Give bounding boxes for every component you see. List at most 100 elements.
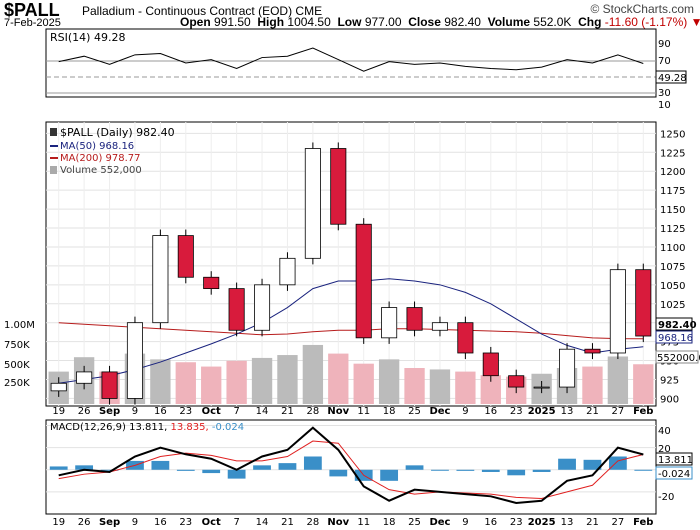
macd-hist-bar	[303, 456, 322, 470]
price-tick-label: 1225	[660, 148, 685, 159]
legend-price-swatch	[50, 128, 57, 136]
close-value: 982.40	[444, 15, 481, 29]
x-tick-label: 11	[357, 406, 370, 417]
legend-volume-swatch	[50, 166, 57, 174]
legend-ma200: MA(200) 978.77	[60, 153, 141, 164]
macd-hist-bar	[278, 463, 297, 470]
candle-body	[508, 375, 525, 388]
x-tick-label: 13	[561, 517, 574, 528]
ohlc-summary: Open 991.50 High 1004.50 Low 977.00 Clos…	[180, 15, 700, 29]
macd-label-signal: 13.835,	[170, 422, 208, 433]
volume-bar	[633, 364, 654, 404]
price-tick-label: 900	[660, 394, 679, 405]
x-tick-label: Nov	[327, 406, 349, 417]
rsi-tick-90: 90	[658, 39, 671, 50]
price-tick-label: 1250	[660, 129, 685, 140]
macd-line	[58, 426, 644, 504]
x-tick-label: Oct	[202, 406, 221, 417]
change-value: -11.60 (-1.17%)	[604, 15, 688, 29]
volume-bar	[277, 355, 298, 404]
macd-label-hist: -0.024	[212, 422, 244, 433]
x-tick-label: 23	[510, 517, 523, 528]
hist-value-tag	[655, 466, 693, 480]
candle-body	[203, 276, 220, 290]
open-label: Open	[180, 15, 211, 29]
x-axis-middle: 19 26 Sep 9 16 23 Oct 7 14 21 28 Nov 11 18 25 Dec 9 16 23 2…	[52, 406, 653, 417]
x-tick-label: 14	[256, 406, 269, 417]
legend-volume: Volume 552,000	[60, 165, 142, 176]
close-tag-text: 982.40	[658, 320, 697, 331]
macd-hist-bar	[532, 469, 551, 472]
macd-tick-neg20: -20	[658, 492, 674, 503]
x-tick-label: 28	[307, 406, 320, 417]
macd-hist-bar	[405, 465, 424, 470]
macd-hist-bar	[583, 459, 602, 470]
rsi-tick-30: 30	[658, 88, 671, 99]
volume-bar	[378, 359, 400, 404]
candle-body	[101, 371, 118, 399]
down-triangle-icon: ▼	[690, 15, 700, 29]
volume-bar	[150, 359, 171, 404]
candle-body	[457, 322, 474, 354]
legend-price: $PALL (Daily) 982.40	[60, 126, 175, 139]
macd-tick-40: 40	[658, 426, 671, 437]
rsi-panel: RSI(14) 49.28 90 70 49.28 30 10	[45, 28, 687, 111]
macd-hist-bar	[227, 469, 246, 479]
x-tick-label: 21	[586, 517, 599, 528]
vol-tick-250k: 250K	[4, 378, 30, 389]
macd-hist-bar	[151, 460, 170, 470]
x-tick-label: 18	[383, 517, 396, 528]
macd-value-tag	[655, 452, 693, 466]
ma50-tag-text: 968.16	[658, 333, 693, 344]
x-tick-label: 23	[179, 517, 192, 528]
high-value: 1004.50	[287, 15, 331, 29]
macd-hist-bar	[456, 469, 475, 471]
volume-bar	[404, 368, 425, 404]
candle-body	[76, 371, 93, 384]
x-tick-label: 18	[383, 406, 396, 417]
candle-body	[152, 235, 169, 324]
x-tick-label: 26	[78, 406, 91, 417]
x-tick-label: 7	[233, 517, 239, 528]
x-tick-label: Dec	[429, 517, 450, 528]
ma200-line	[58, 322, 644, 340]
price-tick-label: 1050	[660, 281, 685, 292]
vol-tick-750k: 750K	[4, 340, 30, 351]
macd-hist-bar	[202, 469, 221, 474]
price-panel: 1250 1225 1200 1175 1150 1125 1100 1075 1050 1025…	[4, 121, 700, 407]
candle-body	[482, 352, 499, 377]
quote-date: 7-Feb-2025	[4, 17, 61, 29]
candle-body	[533, 386, 550, 389]
x-tick-label: 2025	[528, 406, 556, 417]
rsi-tick-10: 10	[658, 100, 671, 111]
volume-bar	[226, 360, 247, 404]
macd-hist-bar	[100, 469, 119, 471]
volume-bar	[251, 357, 273, 404]
x-tick-label: Oct	[202, 517, 221, 528]
ma50-tag	[655, 330, 693, 344]
x-tick-label: 21	[586, 406, 599, 417]
price-tick-label: 925	[660, 375, 679, 386]
volume-value: 552.0K	[533, 15, 572, 29]
candle-body	[635, 269, 652, 337]
macd-hist-bar	[329, 469, 348, 477]
candle-body	[228, 288, 245, 331]
rsi-label: RSI(14) 49.28	[50, 31, 125, 44]
x-tick-label: 21	[281, 406, 294, 417]
x-tick-label: 16	[154, 406, 167, 417]
x-tick-label: Nov	[327, 517, 349, 528]
ma50-line	[58, 278, 644, 384]
candle-body	[431, 322, 448, 331]
x-tick-label: 16	[484, 517, 497, 528]
rsi-tick-70: 70	[658, 56, 671, 67]
volume-label: Volume	[487, 15, 531, 29]
price-tick-label: 1100	[660, 243, 685, 254]
x-tick-label: 9	[132, 517, 138, 528]
price-tick-label: 1125	[660, 224, 685, 235]
x-tick-label: 2025	[528, 517, 556, 528]
volume-bar	[480, 375, 501, 404]
x-tick-label: 19	[52, 406, 65, 417]
macd-hist-bar	[49, 466, 68, 470]
macd-label-main: MACD(12,26,9) 13.811,	[50, 422, 167, 433]
x-tick-label: 9	[462, 406, 468, 417]
